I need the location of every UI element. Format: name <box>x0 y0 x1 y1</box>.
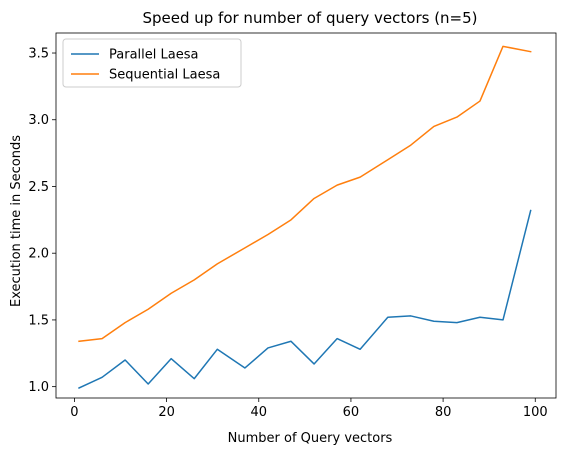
y-tick-label: 3.0 <box>28 113 49 128</box>
legend-label-1: Sequential Laesa <box>109 68 220 83</box>
y-axis-label: Execution time in Seconds <box>9 135 24 307</box>
x-tick-label: 0 <box>70 405 78 420</box>
legend: Parallel Laesa Sequential Laesa <box>62 38 242 88</box>
chart-title: Speed up for number of query vectors (n=… <box>142 9 477 27</box>
axes-frame <box>55 32 557 399</box>
y-tick-label: 1.0 <box>28 380 49 395</box>
x-tick-label: 60 <box>343 405 360 420</box>
plot-area: 0 20 40 60 80 100 1.0 1.5 2.0 2.5 3.0 3.5 <box>28 32 557 420</box>
y-tick-label: 2.0 <box>28 247 49 262</box>
series-line-1 <box>78 45 532 343</box>
x-tick-label: 40 <box>250 405 267 420</box>
x-tick-label: 80 <box>435 405 452 420</box>
legend-box <box>62 38 242 88</box>
y-tick-label: 3.5 <box>28 47 49 62</box>
y-tick-label: 1.5 <box>28 313 49 328</box>
series-line-0 <box>78 209 532 389</box>
x-tick-label: 20 <box>158 405 175 420</box>
x-tick-label: 100 <box>523 405 548 420</box>
y-tick-label: 2.5 <box>28 180 49 195</box>
x-axis-label: Number of Query vectors <box>228 431 393 446</box>
legend-label-0: Parallel Laesa <box>109 48 198 63</box>
